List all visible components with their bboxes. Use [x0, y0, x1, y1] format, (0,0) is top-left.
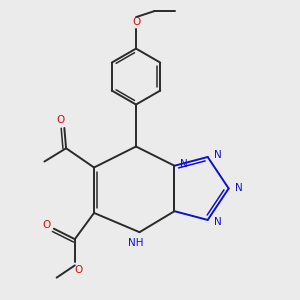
Text: O: O — [132, 17, 140, 27]
Text: N: N — [180, 159, 188, 169]
Text: O: O — [74, 265, 82, 275]
Text: O: O — [57, 115, 65, 125]
Text: O: O — [43, 220, 51, 230]
Text: N: N — [214, 217, 221, 227]
Text: NH: NH — [128, 238, 144, 248]
Text: N: N — [214, 150, 221, 160]
Text: N: N — [235, 184, 242, 194]
